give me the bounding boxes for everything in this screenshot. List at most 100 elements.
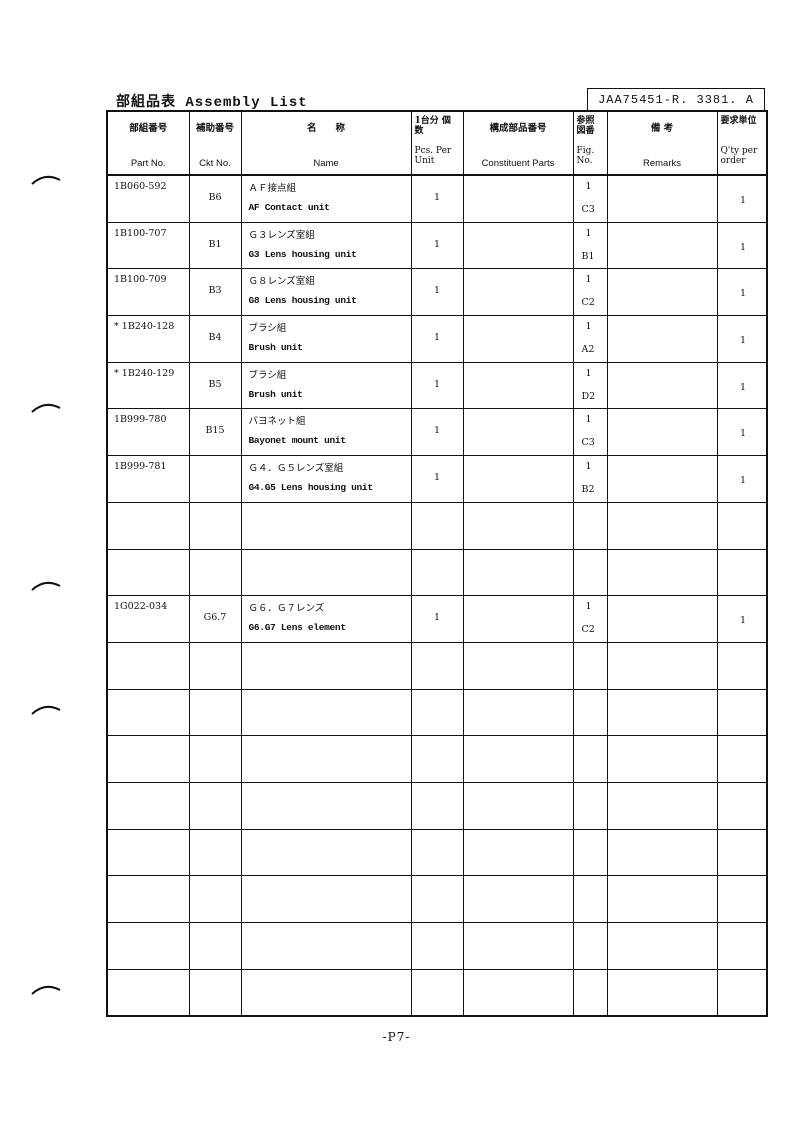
cell-pcs xyxy=(410,641,464,690)
qty-per-order: 1 xyxy=(739,381,746,393)
cell-fig xyxy=(572,501,608,550)
cell-fig: 1 D2 xyxy=(572,361,608,410)
cell-ckt-no xyxy=(188,968,242,1017)
cell-qty: 1 xyxy=(716,455,768,503)
cell-ckt-no xyxy=(188,548,242,597)
page-number: -P7- xyxy=(382,1030,411,1044)
part-number: 1B100-709 xyxy=(114,274,167,286)
cell-qty xyxy=(716,548,768,597)
qty-per-order: 1 xyxy=(739,288,746,300)
cell-pcs xyxy=(410,781,464,830)
header-jp: 構成部品番号 xyxy=(489,123,547,134)
header-jp: 備 考 xyxy=(650,123,674,134)
cell-remarks xyxy=(606,315,718,363)
header-constituent-parts: 構成部品番号 Constituent Parts xyxy=(462,110,574,176)
cell-constituent xyxy=(462,735,574,783)
cell-pcs: 1 xyxy=(410,595,464,643)
table-row xyxy=(106,548,768,597)
table-row xyxy=(106,968,768,1017)
part-number: 1B060-592 xyxy=(114,181,167,192)
cell-pcs: 1 xyxy=(410,455,464,503)
table-row: 1B999-781 Ｇ４．Ｇ５レンズ室組 G4.G5 Lens housing un… xyxy=(106,455,768,503)
cell-name xyxy=(240,828,412,877)
cell-pcs: 1 xyxy=(410,315,464,363)
part-number: * 1B240-129 xyxy=(114,367,175,379)
cell-fig xyxy=(572,548,608,597)
cell-ckt-no: B5 xyxy=(188,361,242,410)
cell-remarks xyxy=(606,455,718,503)
cell-part-no: 1B999-780 xyxy=(106,408,190,457)
cell-constituent xyxy=(462,968,574,1017)
header-en: Ckt No. xyxy=(199,158,231,169)
table-row xyxy=(106,828,768,877)
cell-remarks xyxy=(606,595,718,643)
header-en: Name xyxy=(313,158,339,169)
part-number: * 1B240-128 xyxy=(114,321,175,333)
ckt-number: B1 xyxy=(208,238,222,250)
cell-qty: 1 xyxy=(716,221,768,270)
cell-pcs: 1 xyxy=(410,408,464,457)
cell-ckt-no xyxy=(188,828,242,877)
cell-part-no: 1B100-709 xyxy=(106,268,190,317)
fig-zone: C3 xyxy=(581,204,595,215)
cell-constituent xyxy=(462,875,574,923)
cell-remarks xyxy=(606,875,718,923)
fig-sheet: 1 xyxy=(585,601,592,613)
pcs-per-unit: 1 xyxy=(433,332,441,344)
cell-pcs xyxy=(410,735,464,783)
cell-part-no xyxy=(106,688,190,737)
table-row xyxy=(106,735,768,783)
name-en: Bayonet mount unit xyxy=(248,435,347,447)
cell-qty xyxy=(716,875,768,923)
cell-ckt-no xyxy=(188,922,242,970)
name-jp: ブラシ組 xyxy=(248,369,287,381)
name-en: G8 Lens housing unit xyxy=(248,295,357,307)
fig-zone: C3 xyxy=(581,437,595,449)
cell-fig xyxy=(572,875,608,923)
qty-per-order: 1 xyxy=(739,241,746,253)
cell-name xyxy=(240,688,412,737)
cell-constituent xyxy=(462,268,574,317)
name-jp: Ｇ６．Ｇ７レンズ xyxy=(248,603,325,615)
assembly-list-table: 部組番号 Part No. 補助番号 Ckt No. 名 称 Name 1台分 個 数 Pcs… xyxy=(106,110,768,1018)
name-jp: Ｇ４．Ｇ５レンズ室組 xyxy=(248,463,344,475)
cell-qty xyxy=(716,828,768,877)
cell-remarks xyxy=(606,174,718,223)
cell-part-no: 1B999-781 xyxy=(106,455,190,503)
qty-per-order: 1 xyxy=(739,428,746,440)
name-en: G6.G7 Lens element xyxy=(248,622,347,634)
cell-ckt-no: G6.7 xyxy=(188,595,242,643)
cell-ckt-no xyxy=(188,688,242,737)
pcs-per-unit: 1 xyxy=(433,285,441,297)
name-en: G3 Lens housing unit xyxy=(248,248,357,260)
cell-name xyxy=(240,641,412,690)
header-name: 名 称 Name xyxy=(240,110,412,176)
ckt-number: B5 xyxy=(208,378,222,390)
cell-qty xyxy=(716,501,768,550)
cell-ckt-no xyxy=(188,455,242,503)
cell-ckt-no: B15 xyxy=(188,408,242,457)
cell-part-no xyxy=(106,781,190,830)
cell-name xyxy=(240,922,412,970)
qty-per-order: 1 xyxy=(739,195,746,206)
name-jp: ＡＦ接点組 xyxy=(248,183,297,194)
cell-qty: 1 xyxy=(716,268,768,317)
cell-name: バヨネット組 Bayonet mount unit xyxy=(240,408,412,457)
ckt-number: G6.7 xyxy=(203,612,227,624)
cell-name xyxy=(240,875,412,923)
punch-hole-mark xyxy=(31,175,61,185)
cell-ckt-no: B1 xyxy=(188,221,242,270)
cell-remarks xyxy=(606,501,718,550)
cell-pcs xyxy=(410,688,464,737)
cell-remarks xyxy=(606,268,718,317)
cell-part-no xyxy=(106,548,190,597)
header-jp: 要求単位 xyxy=(720,116,757,126)
cell-pcs xyxy=(410,548,464,597)
cell-pcs xyxy=(410,501,464,550)
cell-ckt-no: B6 xyxy=(188,174,242,223)
header-ckt-no: 補助番号 Ckt No. xyxy=(188,110,242,176)
cell-fig: 1 C3 xyxy=(572,408,608,457)
cell-fig xyxy=(572,735,608,783)
cell-qty: 1 xyxy=(716,315,768,363)
